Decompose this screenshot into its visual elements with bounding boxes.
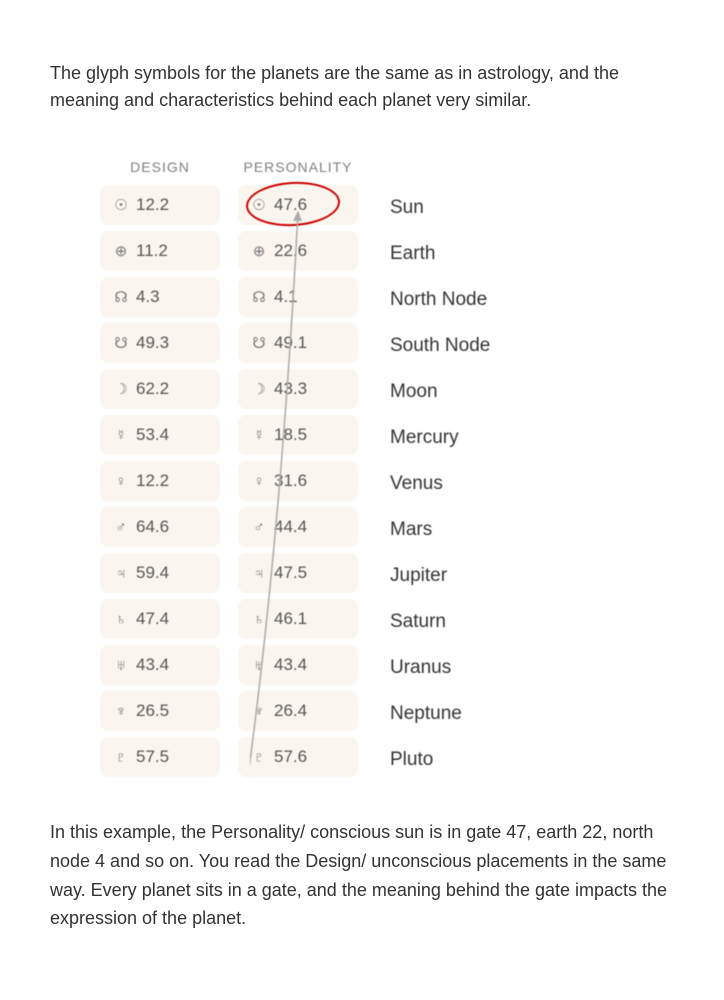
personality-cell-sun: ☉ 47.6 <box>238 185 358 225</box>
personality-cell-venus: ♀ 31.6 <box>238 461 358 501</box>
design-value-mercury: 53.4 <box>136 425 169 445</box>
personality-value-earth: 22.6 <box>274 241 307 261</box>
design-value-jupiter: 59.4 <box>136 563 169 583</box>
design-column: DESIGN ☉ 12.2 ⊕ 11.2 ☊ 4.3 ☋ 49.3 ☽ 62.2 ☿ 53.… <box>100 159 220 783</box>
moon-icon: ☽ <box>250 380 268 398</box>
personality-value-neptune: 26.4 <box>274 701 307 721</box>
venus-icon: ♀ <box>250 472 268 490</box>
neptune-icon: ♆ <box>250 702 268 720</box>
design-header: DESIGN <box>100 159 220 175</box>
uranus-icon: ♅ <box>112 656 130 674</box>
design-cell-mars: ♂ 64.6 <box>100 507 220 547</box>
label-moon: Moon <box>390 369 490 415</box>
personality-value-uranus: 43.4 <box>274 655 307 675</box>
personality-cell-mars: ♂ 44.4 <box>238 507 358 547</box>
personality-value-jupiter: 47.5 <box>274 563 307 583</box>
sun-icon: ☉ <box>112 196 130 214</box>
label-pluto: Pluto <box>390 737 490 783</box>
personality-value-pluto: 57.6 <box>274 747 307 767</box>
south-node-icon: ☋ <box>112 334 130 352</box>
personality-column: PERSONALITY ☉ 47.6 ⊕ 22.6 ☊ 4.1 ☋ 49.1 ☽ 43.3… <box>238 159 358 783</box>
north-node-icon: ☊ <box>112 288 130 306</box>
venus-icon: ♀ <box>112 472 130 490</box>
design-value-venus: 12.2 <box>136 471 169 491</box>
label-sun: Sun <box>390 185 490 231</box>
design-value-north-node: 4.3 <box>136 287 160 307</box>
design-cell-jupiter: ♃ 59.4 <box>100 553 220 593</box>
sun-icon: ☉ <box>250 196 268 214</box>
design-value-south-node: 49.3 <box>136 333 169 353</box>
personality-value-mars: 44.4 <box>274 517 307 537</box>
personality-cell-earth: ⊕ 22.6 <box>238 231 358 271</box>
personality-value-mercury: 18.5 <box>274 425 307 445</box>
chart-container: DESIGN ☉ 12.2 ⊕ 11.2 ☊ 4.3 ☋ 49.3 ☽ 62.2 ☿ 53.… <box>100 159 674 783</box>
pluto-icon: ♇ <box>112 748 130 766</box>
personality-cell-uranus: ♅ 43.4 <box>238 645 358 685</box>
jupiter-icon: ♃ <box>250 564 268 582</box>
design-cell-earth: ⊕ 11.2 <box>100 231 220 271</box>
design-value-earth: 11.2 <box>136 241 168 261</box>
mars-icon: ♂ <box>250 518 268 536</box>
personality-cell-mercury: ☿ 18.5 <box>238 415 358 455</box>
design-value-mars: 64.6 <box>136 517 169 537</box>
personality-cell-moon: ☽ 43.3 <box>238 369 358 409</box>
south-node-icon: ☋ <box>250 334 268 352</box>
design-cell-pluto: ♇ 57.5 <box>100 737 220 777</box>
personality-cell-north-node: ☊ 4.1 <box>238 277 358 317</box>
saturn-icon: ♄ <box>250 610 268 628</box>
design-value-pluto: 57.5 <box>136 747 169 767</box>
design-cell-north-node: ☊ 4.3 <box>100 277 220 317</box>
pluto-icon: ♇ <box>250 748 268 766</box>
personality-cell-saturn: ♄ 46.1 <box>238 599 358 639</box>
intro-paragraph: The glyph symbols for the planets are th… <box>50 60 674 114</box>
label-south-node: South Node <box>390 323 490 369</box>
outro-paragraph: In this example, the Personality/ consci… <box>50 818 674 933</box>
design-cell-neptune: ♆ 26.5 <box>100 691 220 731</box>
uranus-icon: ♅ <box>250 656 268 674</box>
labels-column: Sun Earth North Node South Node Moon Mer… <box>390 159 490 783</box>
label-north-node: North Node <box>390 277 490 323</box>
earth-icon: ⊕ <box>250 242 268 260</box>
personality-value-north-node: 4.1 <box>274 287 298 307</box>
design-cell-uranus: ♅ 43.4 <box>100 645 220 685</box>
personality-value-moon: 43.3 <box>274 379 307 399</box>
design-value-neptune: 26.5 <box>136 701 169 721</box>
design-cell-south-node: ☋ 49.3 <box>100 323 220 363</box>
personality-value-venus: 31.6 <box>274 471 307 491</box>
personality-cell-jupiter: ♃ 47.5 <box>238 553 358 593</box>
jupiter-icon: ♃ <box>112 564 130 582</box>
label-uranus: Uranus <box>390 645 490 691</box>
north-node-icon: ☊ <box>250 288 268 306</box>
design-value-uranus: 43.4 <box>136 655 169 675</box>
label-jupiter: Jupiter <box>390 553 490 599</box>
design-cell-mercury: ☿ 53.4 <box>100 415 220 455</box>
mercury-icon: ☿ <box>250 426 268 444</box>
label-earth: Earth <box>390 231 490 277</box>
personality-header: PERSONALITY <box>238 159 358 175</box>
label-venus: Venus <box>390 461 490 507</box>
personality-cell-neptune: ♆ 26.4 <box>238 691 358 731</box>
personality-value-south-node: 49.1 <box>274 333 307 353</box>
design-cell-moon: ☽ 62.2 <box>100 369 220 409</box>
personality-cell-pluto: ♇ 57.6 <box>238 737 358 777</box>
saturn-icon: ♄ <box>112 610 130 628</box>
mars-icon: ♂ <box>112 518 130 536</box>
neptune-icon: ♆ <box>112 702 130 720</box>
design-cell-saturn: ♄ 47.4 <box>100 599 220 639</box>
design-cell-sun: ☉ 12.2 <box>100 185 220 225</box>
label-saturn: Saturn <box>390 599 490 645</box>
mercury-icon: ☿ <box>112 426 130 444</box>
moon-icon: ☽ <box>112 380 130 398</box>
design-value-moon: 62.2 <box>136 379 169 399</box>
earth-icon: ⊕ <box>112 242 130 260</box>
personality-value-sun: 47.6 <box>274 195 307 215</box>
label-mars: Mars <box>390 507 490 553</box>
design-cell-venus: ♀ 12.2 <box>100 461 220 501</box>
design-value-saturn: 47.4 <box>136 609 169 629</box>
label-mercury: Mercury <box>390 415 490 461</box>
label-neptune: Neptune <box>390 691 490 737</box>
personality-cell-south-node: ☋ 49.1 <box>238 323 358 363</box>
design-value-sun: 12.2 <box>136 195 169 215</box>
personality-value-saturn: 46.1 <box>274 609 307 629</box>
